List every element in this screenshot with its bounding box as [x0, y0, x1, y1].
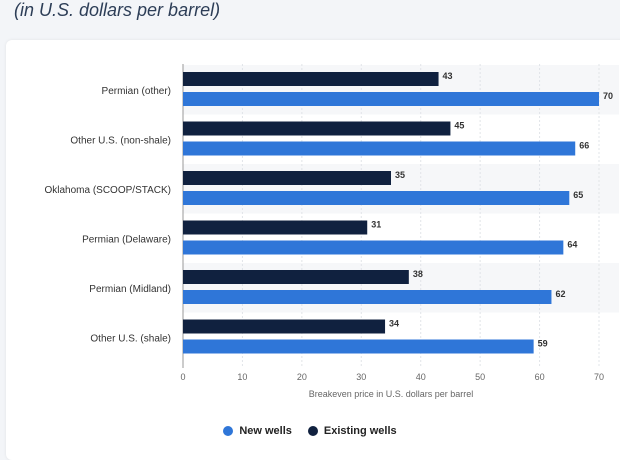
chart-legend: New wells Existing wells — [0, 425, 620, 437]
existing-wells-swatch-icon — [307, 426, 318, 436]
bar-value-label: 34 — [389, 319, 399, 329]
category-label: Other U.S. (shale) — [90, 334, 171, 345]
bar-chart: 0 10 20 30 40 50 60 70 Permian (other) 43 70 Other … — [44, 64, 614, 399]
new-wells-swatch-icon — [223, 426, 234, 436]
x-tick-label: 50 — [475, 372, 485, 382]
legend-label-existing-wells: Existing wells — [323, 425, 397, 437]
bar-value-label: 65 — [573, 190, 583, 200]
bar-new-wells — [183, 290, 552, 304]
bar-value-label: 31 — [371, 220, 381, 230]
x-tick-label: 30 — [356, 372, 366, 382]
bar-existing-wells — [183, 171, 391, 185]
bar-new-wells — [183, 92, 599, 106]
bar-existing-wells — [183, 72, 439, 86]
x-axis-label: Breakeven price in U.S. dollars per barr… — [309, 389, 474, 399]
bar-existing-wells — [183, 319, 386, 334]
bar-existing-wells — [183, 121, 451, 136]
bar-new-wells — [183, 141, 576, 156]
category-label: Permian (other) — [102, 86, 171, 97]
chart-subtitle: (in U.S. dollars per barrel) — [14, 0, 221, 20]
bar-value-label: 70 — [603, 91, 613, 101]
legend-label-new-wells: New wells — [239, 425, 292, 437]
bar-existing-wells — [183, 220, 368, 235]
x-tick-label: 40 — [416, 372, 426, 382]
x-tick-label: 10 — [237, 372, 247, 382]
legend-item-existing-wells[interactable]: Existing wells — [307, 425, 397, 437]
x-tick-label: 70 — [594, 372, 604, 382]
category-label: Oklahoma (SCOOP/STACK) — [44, 185, 171, 196]
bar-value-label: 45 — [454, 121, 464, 131]
category-label: Permian (Delaware) — [82, 235, 171, 246]
bar-value-label: 38 — [413, 269, 423, 279]
bar-new-wells — [183, 339, 534, 354]
bar-value-label: 59 — [538, 339, 548, 349]
bar-new-wells — [183, 191, 570, 205]
legend-item-new-wells[interactable]: New wells — [223, 425, 292, 437]
bar-value-label: 66 — [579, 141, 589, 151]
bar-value-label: 62 — [555, 289, 565, 299]
bar-value-label: 35 — [395, 170, 405, 180]
bar-value-label: 64 — [567, 240, 577, 250]
bar-existing-wells — [183, 270, 409, 284]
category-label: Other U.S. (non-shale) — [70, 136, 171, 147]
bar-value-label: 43 — [443, 71, 453, 81]
x-tick-label: 0 — [180, 372, 185, 382]
x-tick-label: 60 — [535, 372, 545, 382]
x-tick-label: 20 — [297, 372, 307, 382]
bar-new-wells — [183, 240, 564, 255]
category-label: Permian (Midland) — [89, 284, 171, 295]
